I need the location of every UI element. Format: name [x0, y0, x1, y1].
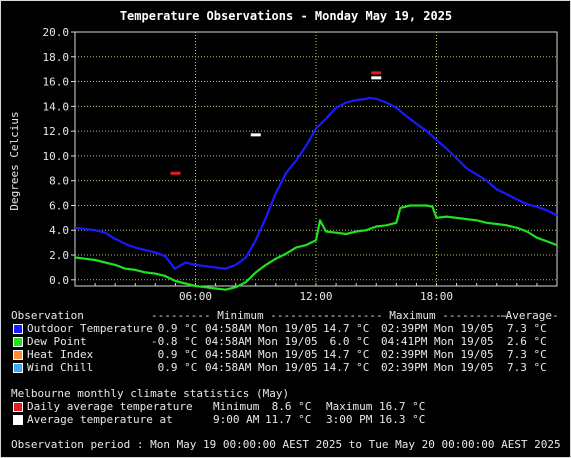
climate-val2: 16.3 °C: [379, 413, 426, 426]
climate-marker: [170, 171, 181, 175]
y-tick-label: 0.0: [49, 274, 69, 287]
row-min-time: 04:58AM Mon 19/05: [205, 348, 318, 361]
table-header-minimum: --------- Minimum ----------: [151, 309, 337, 322]
y-tick-label: 18.0: [43, 51, 70, 64]
climate-val1: 8.6 °C: [265, 400, 312, 413]
legend-swatch: [13, 363, 23, 373]
climate-marker: [371, 76, 382, 80]
observation-period: Observation period : Mon May 19 00:00:00…: [11, 438, 561, 451]
legend-swatch: [13, 350, 23, 360]
row-avg: 2.6 °C: [507, 335, 547, 348]
series-line-dew-point: [74, 204, 558, 291]
climate-col1: Minimum: [213, 400, 260, 413]
row-avg: 7.3 °C: [507, 348, 547, 361]
row-max: 14.7 °C: [323, 361, 370, 374]
row-min-time: 04:58AM Mon 19/05: [205, 335, 318, 348]
row-max-time: 02:39PM Mon 19/05: [381, 322, 494, 335]
y-tick-label: 6.0: [49, 199, 69, 212]
climate-val2: 16.7 °C: [379, 400, 426, 413]
row-min: 0.9 °C: [151, 361, 198, 374]
climate-marker: [250, 133, 261, 137]
row-label: Heat Index: [27, 348, 94, 361]
climate-label: Average temperature at: [27, 413, 173, 426]
chart-title: Temperature Observations - Monday May 19…: [120, 9, 452, 23]
row-max: 14.7 °C: [323, 348, 370, 361]
x-axis-ticks: 06:00 12:00 18:00: [94, 283, 538, 301]
climate-markers: [170, 71, 382, 175]
grid-lines: [75, 32, 557, 286]
legend-swatch: [13, 337, 23, 347]
row-label: Wind Chill: [27, 361, 94, 374]
x-tick-label: 06:00: [179, 290, 212, 301]
row-label: Dew Point: [27, 335, 87, 348]
row-min-time: 04:58AM Mon 19/05: [205, 361, 318, 374]
table-header-maximum: --------- Maximum ----------: [323, 309, 509, 322]
row-max: 14.7 °C: [323, 322, 370, 335]
temperature-chart: Temperature Observations - Monday May 19…: [8, 9, 558, 301]
y-tick-label: 8.0: [49, 175, 69, 188]
y-tick-label: 2.0: [49, 249, 69, 262]
y-axis-ticks: 20.0 18.0 16.0 14.0 12.0 10.0 8.0 6.0 4.0 2.0 0.0: [43, 26, 75, 287]
series-line-outdoor-temperature: [74, 96, 558, 270]
y-axis-label: Degrees Celcius: [8, 111, 21, 210]
row-max-time: 02:39PM Mon 19/05: [381, 361, 494, 374]
row-avg: 7.3 °C: [507, 322, 547, 335]
table-header-average: -Average-: [499, 309, 559, 322]
y-tick-label: 4.0: [49, 224, 69, 237]
x-tick-label: 12:00: [299, 290, 332, 301]
y-tick-label: 16.0: [43, 76, 70, 89]
climate-label: Daily average temperature: [27, 400, 193, 413]
row-max-time: 02:39PM Mon 19/05: [381, 348, 494, 361]
row-min: 0.9 °C: [151, 348, 198, 361]
legend-swatch: [13, 402, 23, 412]
series-lines: [74, 96, 558, 291]
row-max: 6.0 °C: [323, 335, 370, 348]
climate-col2: 3:00 PM: [326, 413, 373, 426]
row-label: Outdoor Temperature: [27, 322, 153, 335]
climate-col2: Maximum: [326, 400, 373, 413]
y-tick-label: 14.0: [43, 100, 70, 113]
climate-title: Melbourne monthly climate statistics (Ma…: [11, 387, 290, 400]
row-max-time: 04:41PM Mon 19/05: [381, 335, 494, 348]
climate-col1: 9:00 AM: [213, 413, 260, 426]
row-min: -0.8 °C: [151, 335, 198, 348]
y-tick-label: 12.0: [43, 125, 70, 138]
legend-swatch: [13, 415, 23, 425]
row-min: 0.9 °C: [151, 322, 198, 335]
climate-val1: 11.7 °C: [265, 413, 312, 426]
table-header-observation: Observation: [11, 309, 84, 322]
y-tick-label: 20.0: [43, 26, 70, 39]
row-avg: 7.3 °C: [507, 361, 547, 374]
legend-swatch: [13, 324, 23, 334]
climate-marker: [371, 71, 382, 75]
y-tick-label: 10.0: [43, 150, 70, 163]
row-min-time: 04:58AM Mon 19/05: [205, 322, 318, 335]
x-tick-label: 18:00: [420, 290, 453, 301]
